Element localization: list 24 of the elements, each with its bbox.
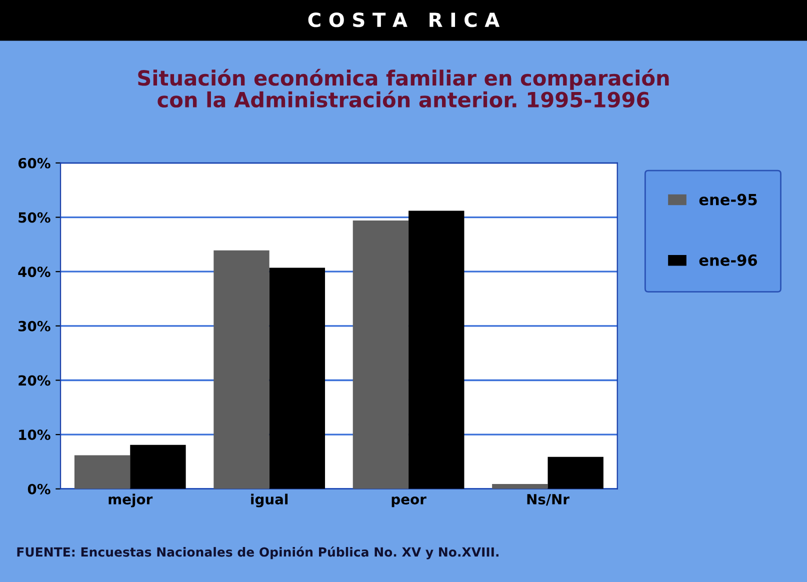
y-tick-label: 40% <box>18 266 50 278</box>
y-tick-label: 60% <box>18 158 50 168</box>
x-tick-label: igual <box>251 494 288 508</box>
y-tick-label: 0% <box>28 484 50 494</box>
legend-label: ene-95 <box>699 194 757 206</box>
bar <box>130 444 186 489</box>
bar <box>408 210 464 489</box>
y-tick-label: 50% <box>18 212 50 223</box>
y-tick-label: 20% <box>18 375 50 386</box>
x-tick-label: Ns/Nr <box>527 494 570 506</box>
legend-label: ene-96 <box>699 254 758 266</box>
bar <box>492 484 548 489</box>
source-note: FUENTE: Encuestas Nacionales de Opinión Pública No. XV y No.XVIII. <box>17 546 498 560</box>
bar <box>74 455 130 489</box>
bar <box>214 250 270 489</box>
x-tick-label: peor <box>392 496 426 508</box>
bar <box>548 456 604 489</box>
bar <box>352 220 409 489</box>
y-tick-label: 10% <box>19 430 50 440</box>
x-tick-label: mejor <box>108 494 153 508</box>
chart-title: C O S T A R I C A <box>308 12 500 28</box>
chart-subtitle: Situación económica familiar en comparación con la Administración anterior. 1995-1996 <box>138 68 669 108</box>
bar <box>269 268 326 489</box>
y-tick-label: 30% <box>18 320 50 332</box>
